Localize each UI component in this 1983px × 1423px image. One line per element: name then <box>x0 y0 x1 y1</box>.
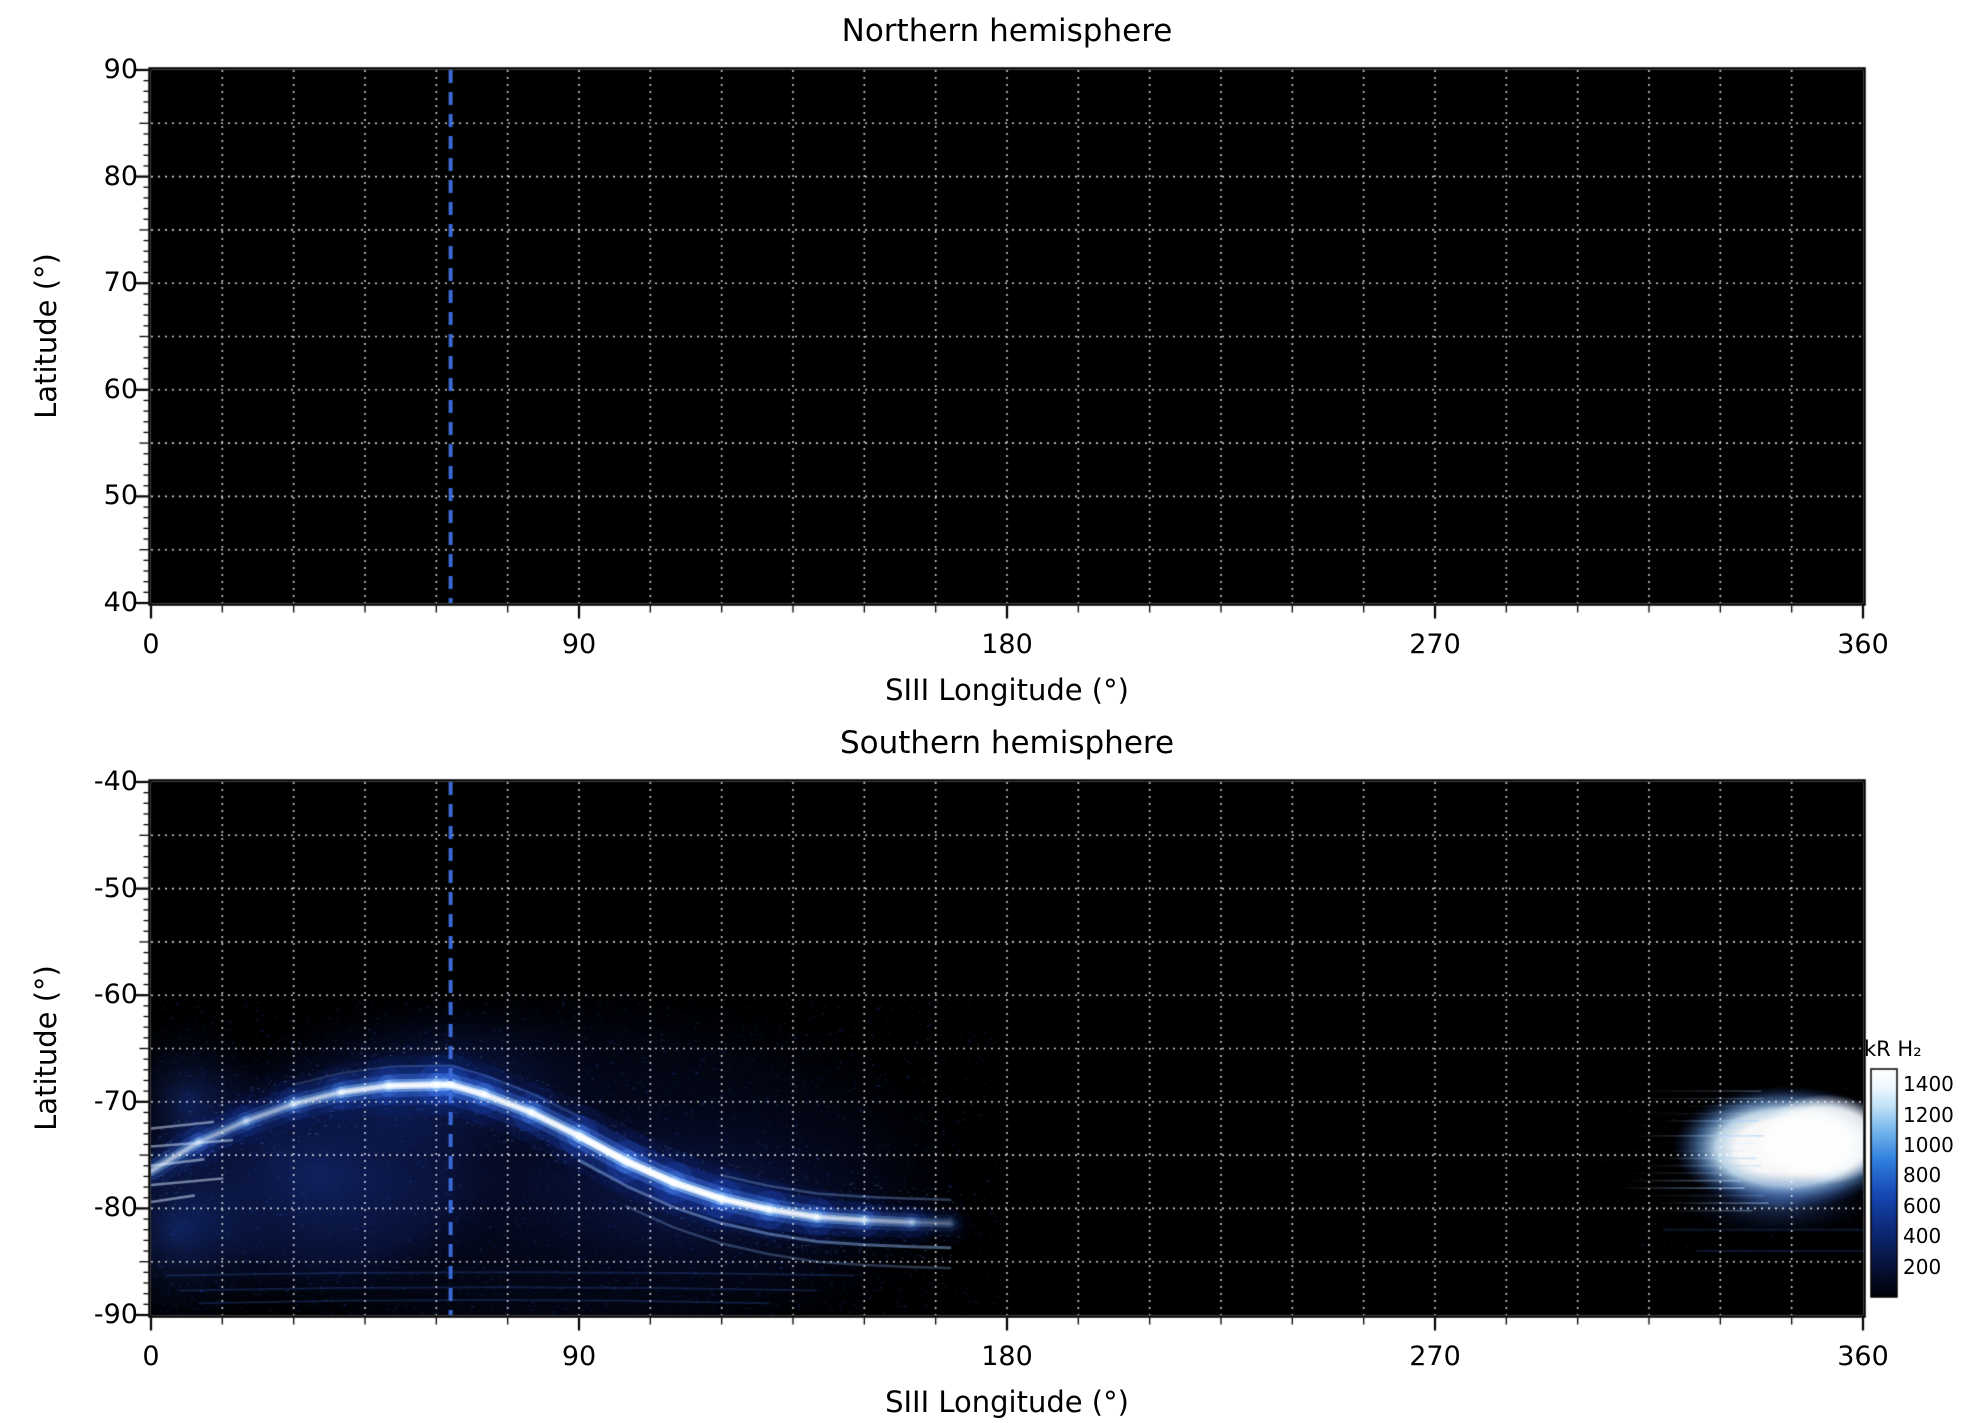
north-x-tick-label: 180 <box>981 629 1033 660</box>
south-y-tick-label: -70 <box>93 1085 138 1117</box>
north-y-tick-label: 70 <box>103 267 138 299</box>
north-xaxis-label: SIII Longitude (°) <box>885 673 1129 707</box>
south-y-tick-label: -50 <box>93 872 138 904</box>
south-x-tick-label: 0 <box>142 1341 160 1372</box>
north-x-tick-label: 270 <box>1409 629 1461 660</box>
north-y-tick-label: 60 <box>103 373 138 405</box>
north-x-tick-label: 0 <box>142 629 160 660</box>
south-x-tick-label: 180 <box>981 1341 1033 1372</box>
south-panel-title: Southern hemisphere <box>839 725 1175 761</box>
colorbar-label: kR H₂ <box>1864 1037 1922 1061</box>
colorbar-tick-label: 1000 <box>1903 1133 1954 1157</box>
south-y-tick-label: -90 <box>93 1299 138 1330</box>
south-x-tick-label: 360 <box>1837 1341 1889 1372</box>
south-y-tick-label: -60 <box>93 979 138 1011</box>
colorbar-tick-label: 600 <box>1903 1193 1942 1218</box>
south-y-tick-label: -40 <box>93 766 138 797</box>
colorbar-tick-label: 1400 <box>1903 1072 1954 1097</box>
north-y-tick-label: 80 <box>103 160 138 192</box>
south-xaxis-label: SIII Longitude (°) <box>885 1385 1129 1419</box>
north-y-tick-label: 90 <box>103 54 138 85</box>
south-x-tick-label: 270 <box>1409 1341 1461 1372</box>
colorbar-tick-label: 1200 <box>1903 1102 1954 1127</box>
north-x-tick-label: 360 <box>1837 629 1889 660</box>
north-x-tick-label: 90 <box>561 629 597 660</box>
south-y-tick-label: -80 <box>93 1192 138 1224</box>
north-y-tick-label: 40 <box>103 587 138 618</box>
colorbar-tick-label: 200 <box>1903 1254 1942 1279</box>
north-y-tick-label: 50 <box>103 480 138 512</box>
north-panel-title: Northern hemisphere <box>841 13 1173 49</box>
colorbar-tick-label: 800 <box>1903 1163 1942 1188</box>
south-x-tick-label: 90 <box>561 1341 597 1372</box>
colorbar-tick-label: 400 <box>1903 1224 1942 1249</box>
